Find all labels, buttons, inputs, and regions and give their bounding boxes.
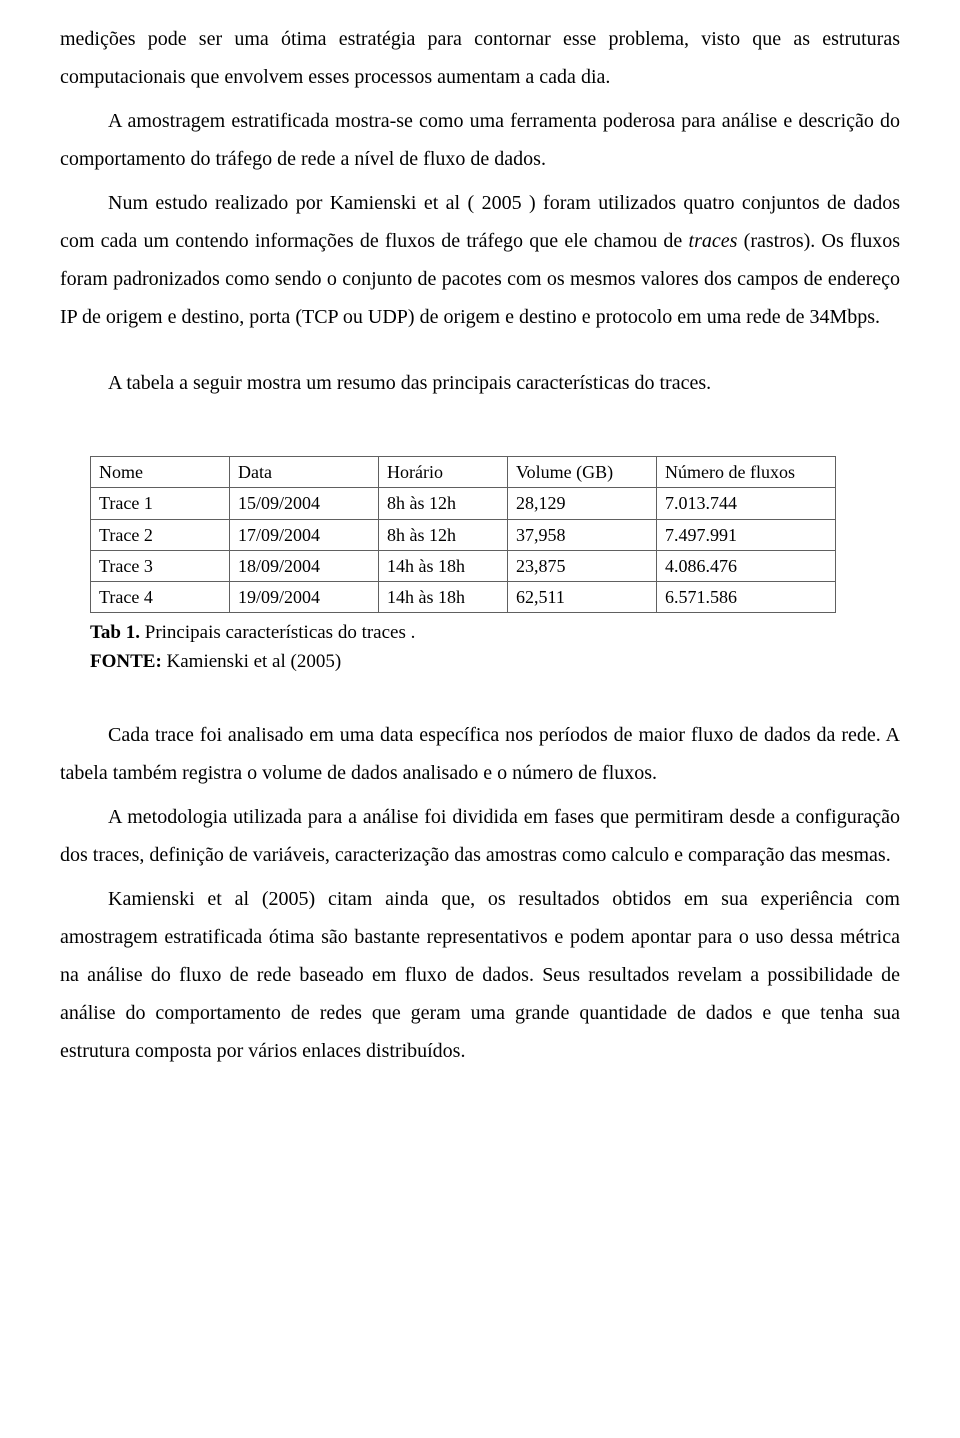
table-cell: 8h às 12h [379, 519, 508, 550]
table-header-cell: Número de fluxos [657, 457, 836, 488]
table-cell: 23,875 [508, 550, 657, 581]
vertical-spacer [60, 342, 900, 364]
paragraph-6: A metodologia utilizada para a análise f… [60, 798, 900, 874]
table-cell: 17/09/2004 [230, 519, 379, 550]
paragraph-2: A amostragem estratificada mostra-se com… [60, 102, 900, 178]
table-row: Trace 2 17/09/2004 8h às 12h 37,958 7.49… [91, 519, 836, 550]
paragraph-5: Cada trace foi analisado em uma data esp… [60, 716, 900, 792]
table-cell: 28,129 [508, 488, 657, 519]
paragraph-3-italic: traces [689, 230, 738, 252]
table-cell: 4.086.476 [657, 550, 836, 581]
table-cell: 15/09/2004 [230, 488, 379, 519]
paragraph-3: Num estudo realizado por Kamienski et al… [60, 184, 900, 336]
caption-line-1: Tab 1. Principais características do tra… [90, 619, 900, 648]
traces-table: Nome Data Horário Volume (GB) Número de … [90, 456, 836, 613]
table-cell: 14h às 18h [379, 582, 508, 613]
table-cell: 62,511 [508, 582, 657, 613]
table-cell: Trace 3 [91, 550, 230, 581]
paragraph-4: A tabela a seguir mostra um resumo das p… [60, 364, 900, 402]
paragraph-7: Kamienski et al (2005) citam ainda que, … [60, 880, 900, 1070]
caption-label-bold: Tab 1. [90, 622, 140, 643]
table-row: Trace 1 15/09/2004 8h às 12h 28,129 7.01… [91, 488, 836, 519]
table-cell: 14h às 18h [379, 550, 508, 581]
table-cell: 37,958 [508, 519, 657, 550]
vertical-spacer [60, 408, 900, 448]
table-cell: 7.497.991 [657, 519, 836, 550]
table-cell: 6.571.586 [657, 582, 836, 613]
table-caption: Tab 1. Principais características do tra… [90, 619, 900, 676]
caption-source-rest: Kamienski et al (2005) [162, 651, 341, 672]
caption-source-bold: FONTE: [90, 651, 162, 672]
table-cell: Trace 4 [91, 582, 230, 613]
table-cell: 7.013.744 [657, 488, 836, 519]
caption-label-rest: Principais características do traces . [140, 622, 415, 643]
table-cell: 18/09/2004 [230, 550, 379, 581]
document-page: medições pode ser uma ótima estratégia p… [0, 0, 960, 1116]
table-header-cell: Nome [91, 457, 230, 488]
table-header-cell: Volume (GB) [508, 457, 657, 488]
table-header-cell: Horário [379, 457, 508, 488]
table-row: Trace 4 19/09/2004 14h às 18h 62,511 6.5… [91, 582, 836, 613]
table-cell: 8h às 12h [379, 488, 508, 519]
table-row: Trace 3 18/09/2004 14h às 18h 23,875 4.0… [91, 550, 836, 581]
paragraph-1: medições pode ser uma ótima estratégia p… [60, 20, 900, 96]
table-cell: Trace 1 [91, 488, 230, 519]
vertical-spacer [60, 676, 900, 716]
caption-line-2: FONTE: Kamienski et al (2005) [90, 648, 900, 677]
table-cell: 19/09/2004 [230, 582, 379, 613]
table-header-cell: Data [230, 457, 379, 488]
table-header-row: Nome Data Horário Volume (GB) Número de … [91, 457, 836, 488]
table-cell: Trace 2 [91, 519, 230, 550]
